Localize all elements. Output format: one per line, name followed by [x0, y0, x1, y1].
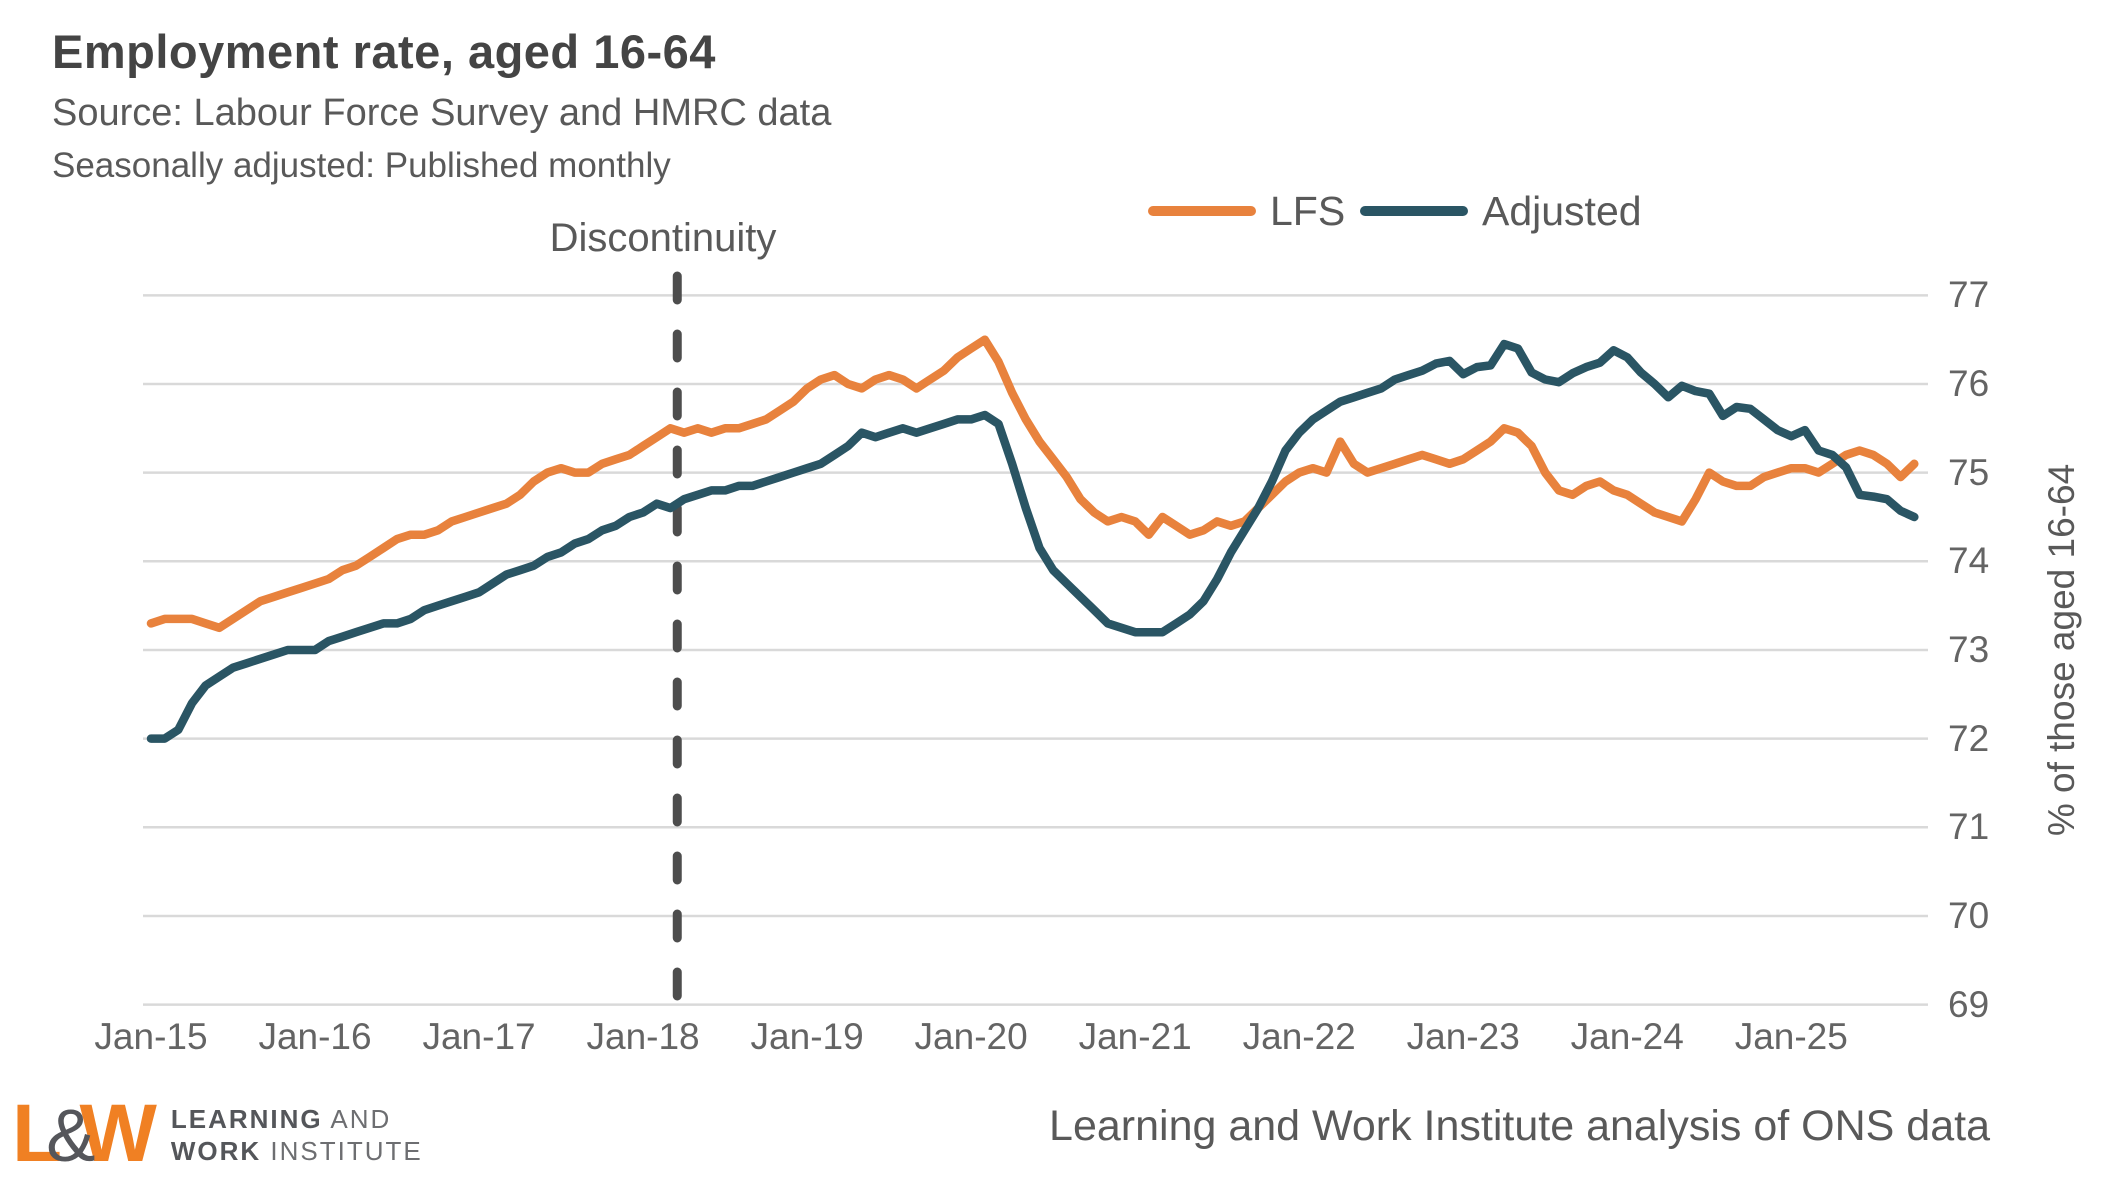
x-tick-label: Jan-16 — [258, 1016, 372, 1057]
y-tick-label: 75 — [1948, 451, 1990, 493]
x-tick-label: Jan-22 — [1242, 1016, 1356, 1057]
chart-source-subtitle: Source: Labour Force Survey and HMRC dat… — [52, 92, 832, 134]
x-tick-label: Jan-17 — [422, 1016, 536, 1057]
legend-label-adjusted: Adjusted — [1482, 188, 1642, 234]
legend-label-lfs: LFS — [1270, 188, 1346, 234]
series-line-adjusted — [146, 339, 1919, 743]
y-tick-label: 76 — [1948, 362, 1990, 404]
x-tick-label: Jan-15 — [94, 1016, 208, 1057]
x-tick-label: Jan-18 — [586, 1016, 700, 1057]
y-tick-label: 69 — [1948, 983, 1990, 1025]
x-tick-label: Jan-20 — [914, 1016, 1028, 1057]
learning-and-work-institute-logo: L&W LEARNING AND WORK INSTITUTE — [12, 1088, 423, 1179]
y-tick-label: 70 — [1948, 894, 1990, 936]
y-tick-label: 73 — [1948, 628, 1990, 670]
attribution-text: Learning and Work Institute analysis of … — [1049, 1102, 1990, 1150]
y-tick-label: 72 — [1948, 717, 1990, 759]
legend-swatch-lfs — [1148, 206, 1256, 216]
x-tick-label: Jan-19 — [750, 1016, 864, 1057]
x-tick-label: Jan-21 — [1078, 1016, 1192, 1057]
logo-ampersand: & — [46, 1094, 95, 1177]
legend-swatch-adjusted — [1360, 206, 1468, 216]
series-line-lfs — [146, 335, 1919, 633]
x-tick-label: Jan-25 — [1734, 1016, 1848, 1057]
x-tick-label: Jan-23 — [1406, 1016, 1520, 1057]
logo-wordmark: LEARNING AND WORK INSTITUTE — [170, 1104, 423, 1166]
y-axis-title: % of those aged 16-64 — [2041, 463, 2082, 837]
logo-mark: L&W — [12, 1088, 157, 1179]
page-title: Employment rate, aged 16-64 — [52, 25, 716, 78]
discontinuity-annotation: Discontinuity — [549, 216, 777, 260]
chart-note-subtitle: Seasonally adjusted: Published monthly — [52, 146, 671, 185]
y-tick-label: 74 — [1948, 540, 1990, 582]
x-tick-label: Jan-24 — [1570, 1016, 1684, 1057]
y-tick-label: 71 — [1948, 806, 1990, 848]
y-tick-label: 77 — [1948, 274, 1990, 316]
